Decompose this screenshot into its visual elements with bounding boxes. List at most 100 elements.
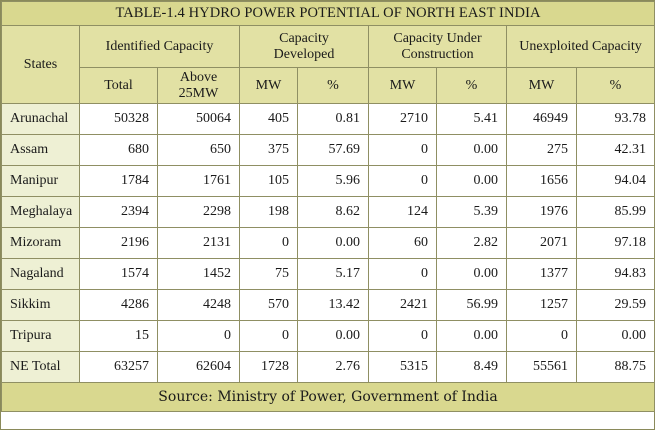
- construction-mw: 0: [368, 320, 437, 352]
- subheader-developed-pct: %: [297, 67, 369, 104]
- identified-total: 1784: [79, 165, 158, 197]
- identified-above-25mw: 4248: [157, 289, 240, 321]
- table-row: Mizoram 2196 2131 0 0.00 60 2.82 2071 97…: [1, 227, 655, 259]
- unexploited-pct: 0.00: [575, 320, 655, 352]
- developed-mw: 405: [239, 103, 298, 135]
- state-name: Manipur: [1, 165, 80, 197]
- state-name: Nagaland: [1, 258, 80, 290]
- header-identified-capacity: Identified Capacity: [79, 25, 240, 68]
- developed-mw: 105: [239, 165, 298, 197]
- construction-pct: 5.41: [436, 103, 507, 135]
- developed-pct: 0.00: [297, 227, 369, 259]
- construction-pct: 8.49: [436, 351, 507, 383]
- table-row: Sikkim 4286 4248 570 13.42 2421 56.99 12…: [1, 289, 655, 321]
- unexploited-mw: 1976: [506, 196, 577, 228]
- unexploited-mw: 1377: [506, 258, 577, 290]
- developed-mw: 198: [239, 196, 298, 228]
- table-row: Arunachal 50328 50064 405 0.81 2710 5.41…: [1, 103, 655, 135]
- source-note: Source: Ministry of Power, Government of…: [0, 382, 655, 412]
- developed-pct: 8.62: [297, 196, 369, 228]
- construction-mw: 2421: [368, 289, 437, 321]
- table-row-total: NE Total 63257 62604 1728 2.76 5315 8.49…: [1, 351, 655, 383]
- unexploited-pct: 97.18: [575, 227, 655, 259]
- developed-pct: 5.96: [297, 165, 369, 197]
- state-name: Arunachal: [1, 103, 80, 135]
- identified-total: 2394: [79, 196, 158, 228]
- unexploited-mw: 46949: [506, 103, 577, 135]
- identified-above-25mw: 1761: [157, 165, 240, 197]
- construction-pct: 0.00: [436, 258, 507, 290]
- subheader-developed-mw: MW: [239, 67, 298, 104]
- header-capacity-developed: Capacity Developed: [239, 25, 369, 68]
- identified-above-25mw: 62604: [157, 351, 240, 383]
- subheader-unexploited-pct: %: [575, 67, 655, 104]
- state-name: NE Total: [1, 351, 80, 383]
- unexploited-pct: 29.59: [575, 289, 655, 321]
- hydro-power-table: TABLE-1.4 HYDRO POWER POTENTIAL OF NORTH…: [0, 1, 655, 412]
- construction-pct: 5.39: [436, 196, 507, 228]
- developed-pct: 13.42: [297, 289, 369, 321]
- developed-mw: 0: [239, 227, 298, 259]
- construction-mw: 124: [368, 196, 437, 228]
- table-row: Manipur 1784 1761 105 5.96 0 0.00 1656 9…: [1, 165, 655, 197]
- header-capacity-under-construction: Capacity Under Construction: [368, 25, 507, 68]
- unexploited-mw: 275: [506, 134, 577, 166]
- identified-above-25mw: 650: [157, 134, 240, 166]
- construction-pct: 0.00: [436, 320, 507, 352]
- unexploited-pct: 93.78: [575, 103, 655, 135]
- construction-pct: 2.82: [436, 227, 507, 259]
- construction-mw: 60: [368, 227, 437, 259]
- identified-total: 50328: [79, 103, 158, 135]
- header-unexploited-capacity: Unexploited Capacity: [505, 25, 655, 68]
- state-name: Tripura: [1, 320, 80, 352]
- developed-mw: 0: [239, 320, 298, 352]
- subheader-above-25mw: Above 25MW: [157, 67, 240, 104]
- identified-total: 680: [79, 134, 158, 166]
- unexploited-mw: 2071: [506, 227, 577, 259]
- construction-pct: 0.00: [436, 165, 507, 197]
- table-row: Nagaland 1574 1452 75 5.17 0 0.00 1377 9…: [1, 258, 655, 290]
- state-name: Assam: [1, 134, 80, 166]
- unexploited-pct: 94.04: [575, 165, 655, 197]
- unexploited-pct: 94.83: [575, 258, 655, 290]
- state-name: Sikkim: [1, 289, 80, 321]
- table-row: Assam 680 650 375 57.69 0 0.00 275 42.31: [1, 134, 655, 166]
- identified-above-25mw: 2131: [157, 227, 240, 259]
- construction-mw: 0: [368, 165, 437, 197]
- identified-above-25mw: 50064: [157, 103, 240, 135]
- unexploited-mw: 1656: [506, 165, 577, 197]
- table-title: TABLE-1.4 HYDRO POWER POTENTIAL OF NORTH…: [0, 1, 655, 26]
- table-row: Tripura 15 0 0 0.00 0 0.00 0 0.00: [1, 320, 655, 352]
- construction-mw: 0: [368, 134, 437, 166]
- subheader-construction-pct: %: [436, 67, 507, 104]
- developed-pct: 0.81: [297, 103, 369, 135]
- identified-above-25mw: 2298: [157, 196, 240, 228]
- construction-mw: 2710: [368, 103, 437, 135]
- identified-total: 4286: [79, 289, 158, 321]
- developed-pct: 2.76: [297, 351, 369, 383]
- developed-pct: 57.69: [297, 134, 369, 166]
- unexploited-pct: 42.31: [575, 134, 655, 166]
- unexploited-pct: 85.99: [575, 196, 655, 228]
- developed-pct: 0.00: [297, 320, 369, 352]
- construction-mw: 5315: [368, 351, 437, 383]
- unexploited-mw: 1257: [506, 289, 577, 321]
- developed-mw: 75: [239, 258, 298, 290]
- unexploited-mw: 0: [506, 320, 577, 352]
- subheader-total: Total: [79, 67, 158, 104]
- identified-above-25mw: 0: [157, 320, 240, 352]
- subheader-construction-mw: MW: [368, 67, 437, 104]
- developed-mw: 570: [239, 289, 298, 321]
- subheader-unexploited-mw: MW: [506, 67, 577, 104]
- identified-total: 63257: [79, 351, 158, 383]
- unexploited-mw: 55561: [506, 351, 577, 383]
- identified-total: 1574: [79, 258, 158, 290]
- header-states: States: [1, 25, 80, 104]
- state-name: Meghalaya: [1, 196, 80, 228]
- construction-pct: 0.00: [436, 134, 507, 166]
- state-name: Mizoram: [1, 227, 80, 259]
- developed-pct: 5.17: [297, 258, 369, 290]
- identified-total: 15: [79, 320, 158, 352]
- identified-total: 2196: [79, 227, 158, 259]
